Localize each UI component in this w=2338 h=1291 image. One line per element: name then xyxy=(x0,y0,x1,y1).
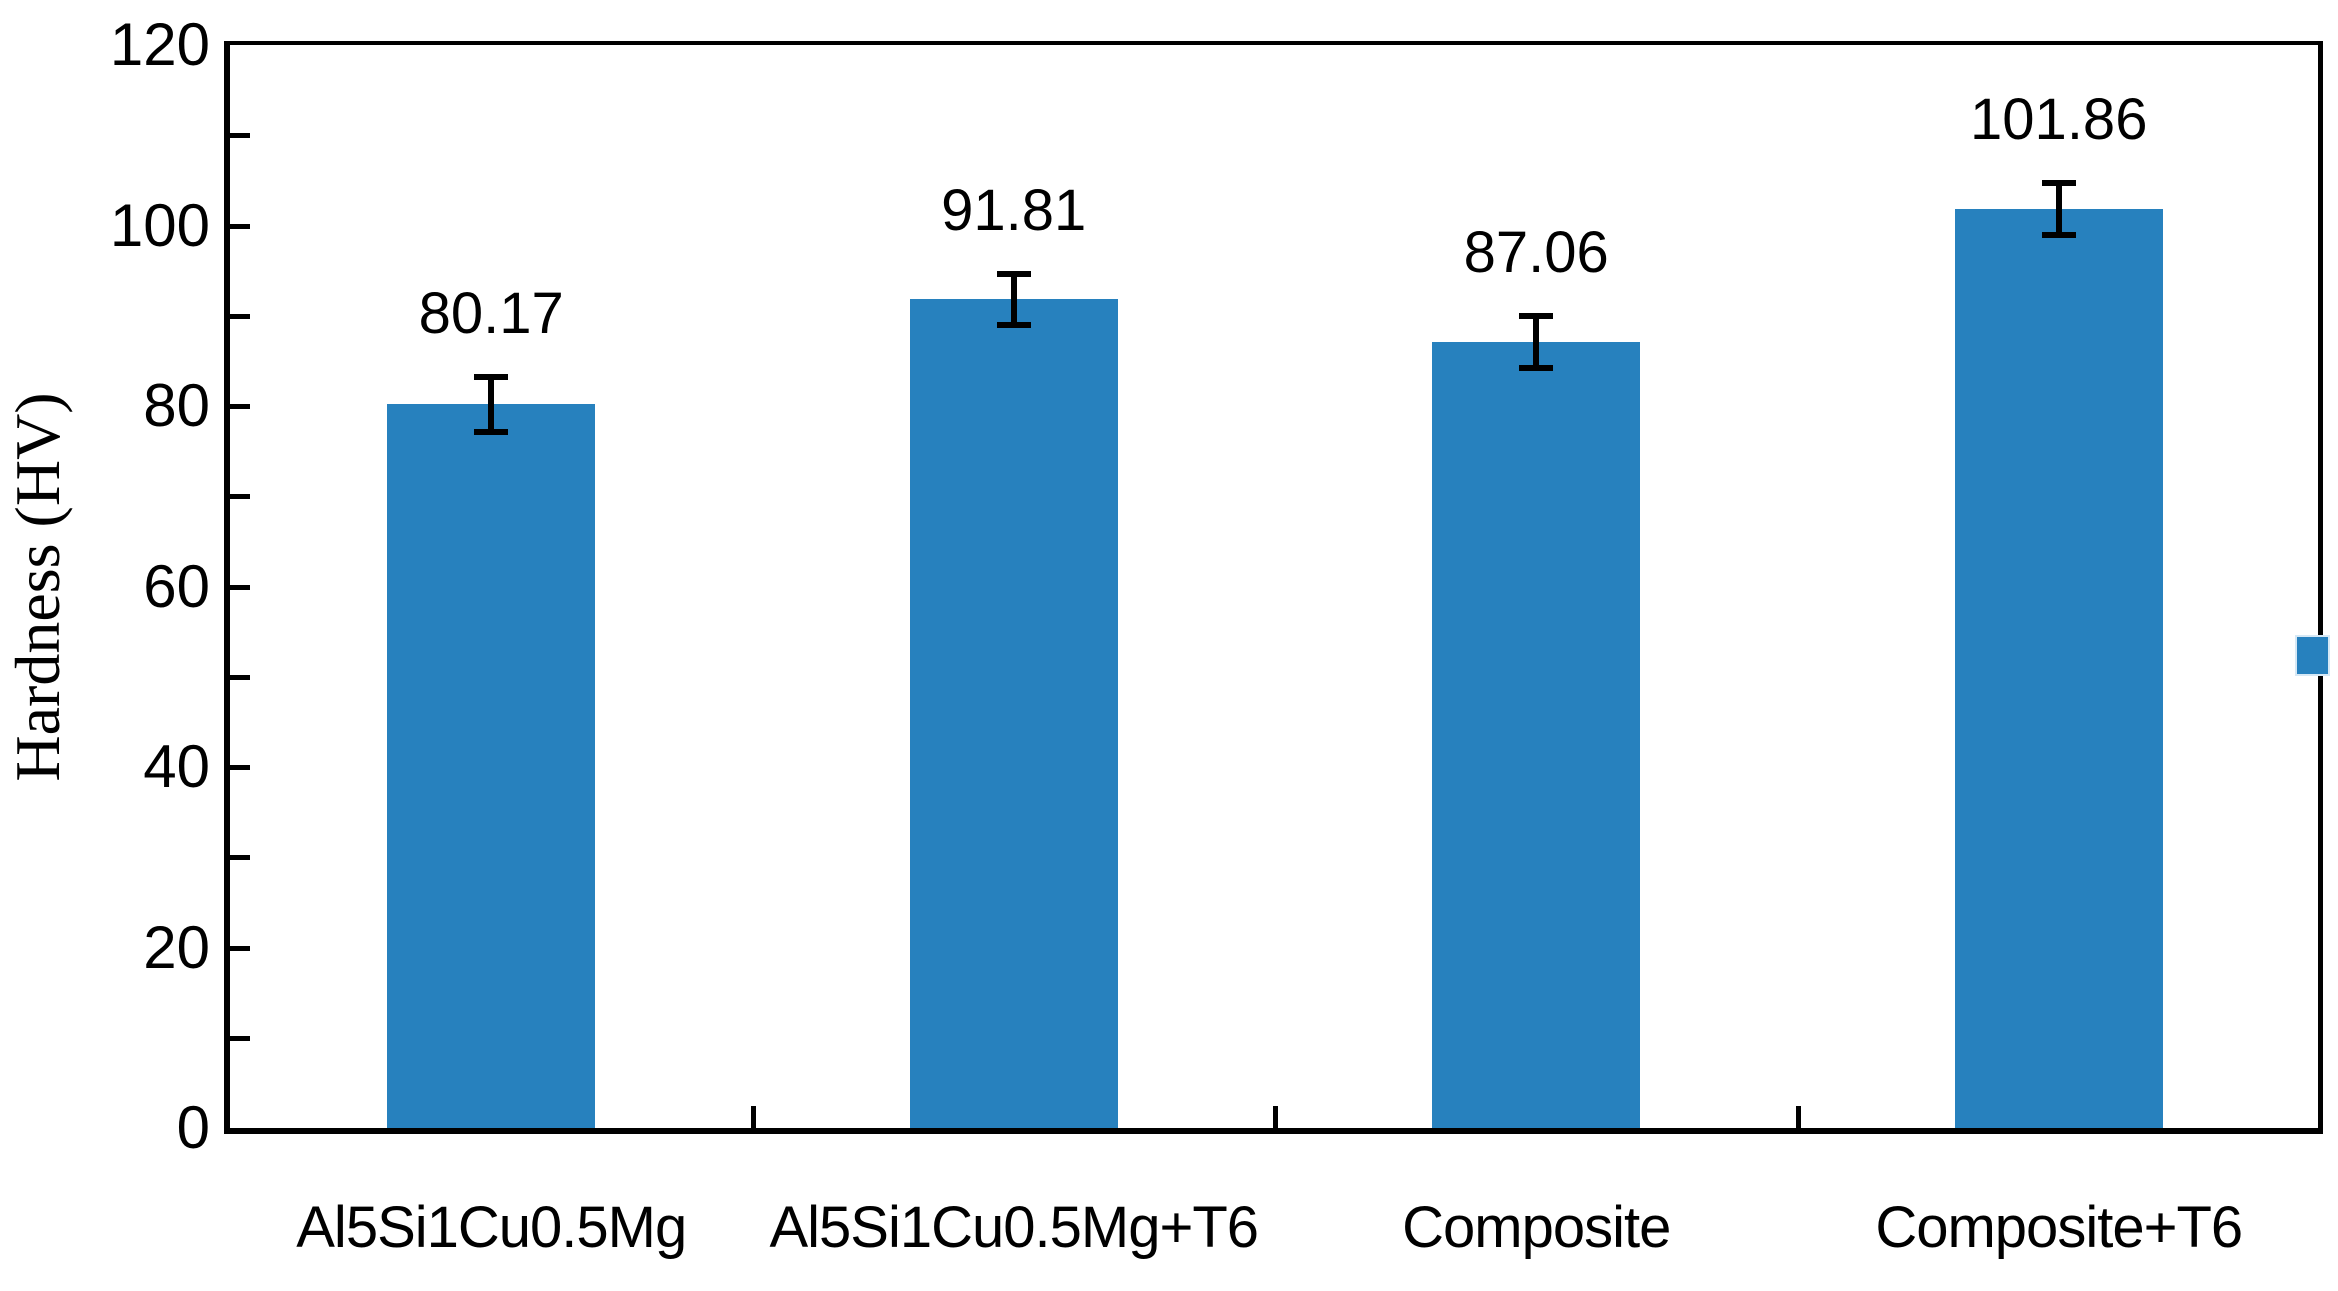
y-axis-tick xyxy=(230,1035,250,1041)
bar-value-label: 91.81 xyxy=(941,178,1087,244)
x-axis-tick xyxy=(750,1106,756,1128)
error-bar-cap-top xyxy=(1519,313,1554,320)
error-bar-cap-bottom xyxy=(996,321,1031,328)
bar-value-label: 80.17 xyxy=(418,281,564,347)
y-axis-tick xyxy=(230,313,250,319)
y-axis-tick xyxy=(230,584,250,590)
plot-border-top xyxy=(224,41,2323,45)
error-bar-cap-top xyxy=(2041,179,2076,186)
y-tick-label: 60 xyxy=(143,552,210,620)
y-axis-tick xyxy=(230,133,250,139)
error-bar-cap-bottom xyxy=(1519,365,1554,372)
y-axis-tick xyxy=(230,765,250,770)
error-bar-line xyxy=(488,377,495,432)
error-bar-cap-top xyxy=(474,374,509,381)
bar-composite-t6 xyxy=(1954,208,2163,1128)
error-bar-cap-bottom xyxy=(2041,231,2076,238)
y-tick-label: 0 xyxy=(176,1094,210,1161)
y-axis-tick xyxy=(230,945,250,951)
y-axis-tick xyxy=(230,855,250,861)
plot-border-right xyxy=(2318,41,2323,1134)
bar-value-label: 87.06 xyxy=(1463,220,1609,286)
x-category-label: Al5Si1Cu0.5Mg+T6 xyxy=(769,1195,1259,1260)
y-axis-tick xyxy=(230,223,250,229)
bar-value-label: 101.86 xyxy=(1970,86,2148,152)
error-bar-cap-bottom xyxy=(474,428,509,435)
bar-al5si1cu0-5mg-t6 xyxy=(909,299,1118,1128)
x-category-label: Composite xyxy=(1402,1195,1671,1260)
y-axis-tick xyxy=(230,674,250,680)
y-tick-label: 20 xyxy=(143,913,210,981)
x-category-label: Composite+T6 xyxy=(1875,1195,2243,1260)
y-axis-tick xyxy=(230,494,250,500)
y-tick-label: 120 xyxy=(109,11,210,78)
y-axis-line xyxy=(224,41,230,1134)
x-axis-line xyxy=(224,1128,2323,1134)
y-tick-label: 40 xyxy=(143,733,210,800)
y-axis-tick xyxy=(230,404,250,409)
bar-al5si1cu0-5mg xyxy=(387,404,596,1128)
y-tick-label: 100 xyxy=(109,191,210,259)
error-bar-line xyxy=(1010,274,1017,325)
bar-composite xyxy=(1432,342,1641,1128)
x-axis-tick xyxy=(1795,1106,1801,1128)
error-bar-line xyxy=(1533,316,1540,369)
x-axis-tick xyxy=(1273,1106,1278,1128)
legend-marker-icon xyxy=(2295,635,2330,676)
y-tick-label: 80 xyxy=(143,372,210,439)
error-bar-cap-top xyxy=(996,271,1031,278)
error-bar-line xyxy=(2055,182,2062,235)
x-category-label: Al5Si1Cu0.5Mg xyxy=(296,1195,687,1260)
